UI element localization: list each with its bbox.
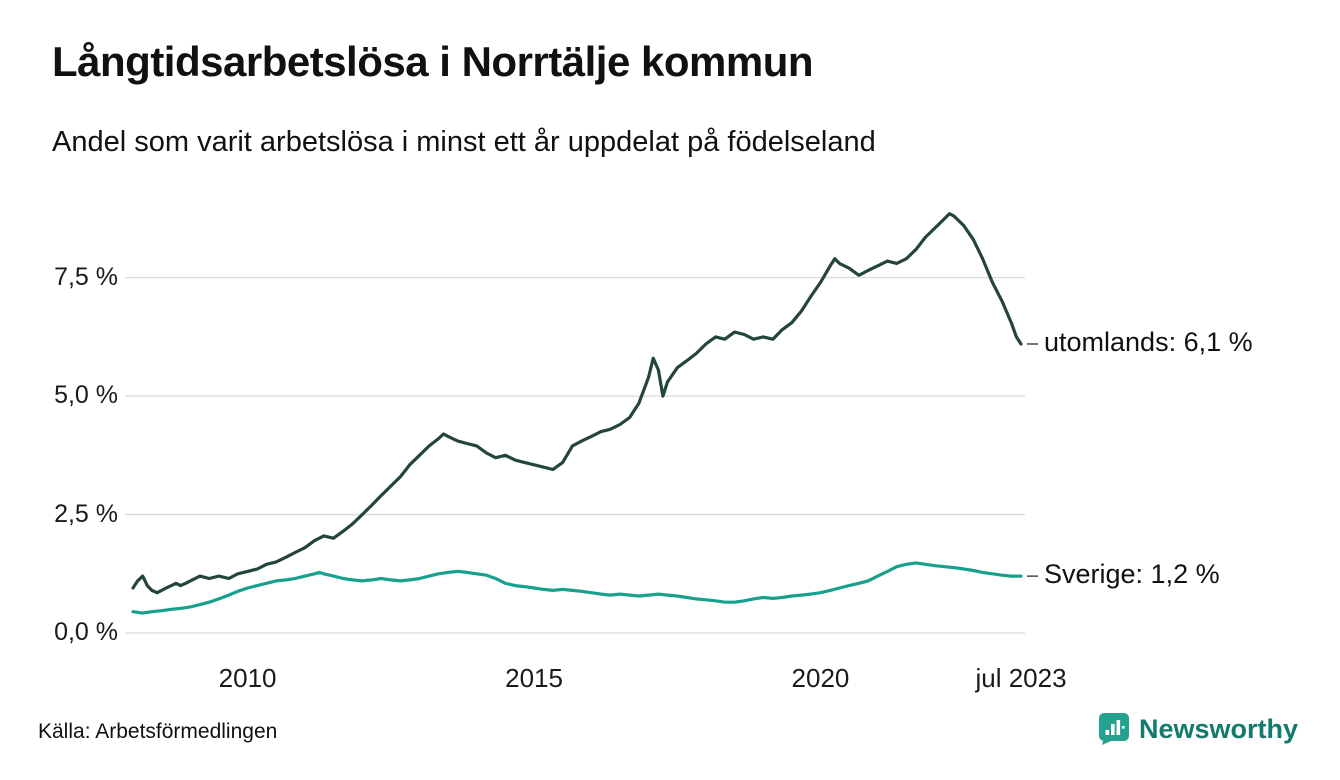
chart-title: Långtidsarbetslösa i Norrtälje kommun <box>52 38 814 85</box>
series-label-sverige: Sverige: 1,2 % <box>1044 559 1220 590</box>
y-tick-label: 5,0 % <box>54 381 118 410</box>
brand-name: Newsworthy <box>1138 713 1298 744</box>
x-tick-label: 2020 <box>791 663 850 693</box>
x-tick-label: 2015 <box>505 663 563 693</box>
series-line-Sverige <box>131 561 1023 615</box>
x-tick-label: jul 2023 <box>975 663 1067 693</box>
series-line-utomlands <box>131 212 1023 595</box>
source-note: Källa: Arbetsförmedlingen <box>38 720 278 743</box>
y-tick-label: 2,5 % <box>54 499 118 528</box>
x-tick-label: 2010 <box>218 663 277 693</box>
y-tick-label: 7,5 % <box>54 262 118 291</box>
brand-logo: Newsworthy <box>1098 712 1298 746</box>
chart-subtitle: Andel som varit arbetslösa i minst ett å… <box>52 126 876 158</box>
series-label-utomlands: utomlands: 6,1 % <box>1044 326 1253 357</box>
newsworthy-logo-icon <box>1098 713 1129 745</box>
y-tick-label: 0,0 % <box>54 618 118 646</box>
